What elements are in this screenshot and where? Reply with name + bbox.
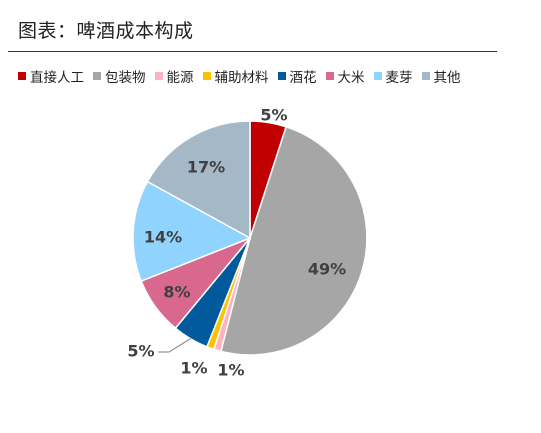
legend-swatch	[373, 72, 382, 80]
legend-item: 酒花	[277, 66, 317, 86]
legend-label: 大米	[337, 70, 365, 86]
legend-swatch	[154, 72, 163, 80]
title-divider	[8, 51, 497, 52]
legend-item: 能源	[154, 66, 194, 86]
legend-label: 其他	[433, 70, 461, 86]
legend-label: 酒花	[289, 70, 317, 86]
legend-item: 直接人工	[18, 66, 84, 86]
legend-swatch	[325, 72, 334, 80]
legend-swatch	[18, 72, 26, 80]
pie-slice-label: 17%	[187, 158, 225, 177]
pie-slice-label: 1%	[180, 359, 207, 378]
pie-slice-label: 14%	[144, 228, 182, 247]
legend-item: 大米	[325, 66, 365, 86]
pie-slice	[132, 180, 252, 283]
legend-label: 能源	[166, 70, 194, 86]
legend-item: 麦芽	[373, 66, 413, 86]
legend-label: 麦芽	[385, 70, 413, 86]
chart-title: 图表：啤酒成本构成	[18, 20, 194, 42]
leader-line	[158, 338, 191, 353]
chart-legend: 直接人工 包装物 能源 辅助材料 酒花 大米 麦芽 其他	[18, 66, 470, 86]
pie-slice-label: 5%	[260, 106, 287, 125]
legend-swatch	[202, 72, 211, 80]
pie-slice-label: 8%	[163, 283, 190, 302]
legend-item: 包装物	[93, 66, 146, 86]
pie-slice-label: 49%	[308, 260, 346, 279]
legend-label: 包装物	[105, 70, 146, 86]
legend-swatch	[277, 72, 286, 80]
legend-item: 其他	[421, 66, 461, 86]
legend-swatch	[93, 72, 101, 80]
legend-label: 辅助材料	[214, 70, 269, 86]
pie-slice-label: 5%	[127, 342, 154, 361]
legend-item: 辅助材料	[202, 66, 269, 86]
pie-slice-label: 1%	[217, 361, 244, 380]
legend-label: 直接人工	[30, 70, 84, 86]
pie-slice	[146, 120, 251, 240]
legend-swatch	[421, 72, 430, 80]
pie-slice	[219, 125, 368, 356]
